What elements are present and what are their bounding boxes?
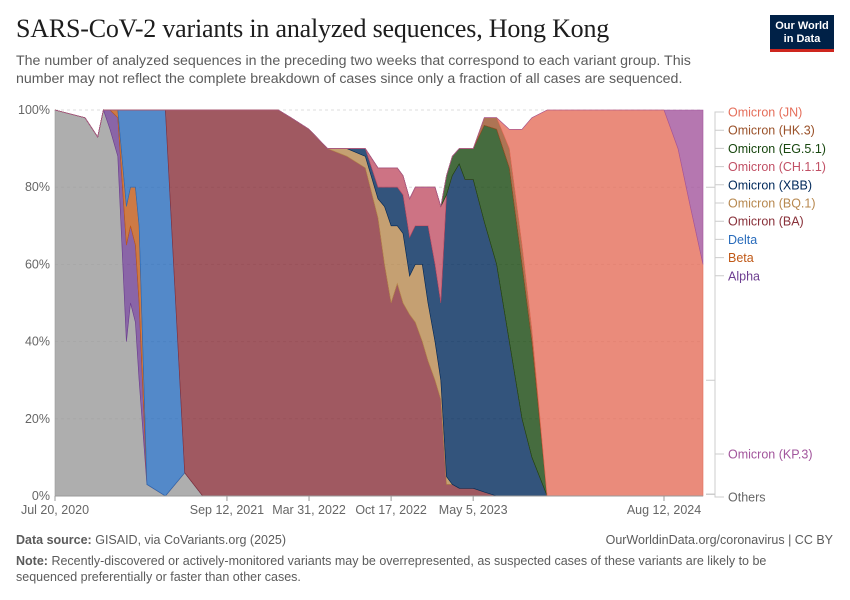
note-text: Recently-discovered or actively-monitore… [16, 554, 767, 584]
x-tick-label: Aug 12, 2024 [627, 503, 701, 517]
y-tick-label: 40% [25, 335, 50, 349]
chart-subtitle: The number of analyzed sequences in the … [16, 53, 691, 87]
legend-label[interactable]: Omicron (XBB) [728, 178, 812, 192]
data-source: Data source: GISAID, via CoVariants.org … [16, 533, 286, 547]
legend-label[interactable]: Others [728, 491, 766, 505]
legend-label[interactable]: Omicron (HK.3) [728, 124, 815, 138]
legend-connector [706, 186, 724, 455]
legend-label[interactable]: Omicron (KP.3) [728, 448, 813, 462]
y-tick-label: 100% [18, 103, 50, 117]
chart-title: SARS-CoV-2 variants in analyzed sequence… [16, 14, 610, 43]
area-omicron-kp-3[interactable] [54, 109, 704, 265]
legend: Others Alpha Beta Delta Omicron (BA) Omicron … [706, 106, 826, 505]
x-tick-label: May 5, 2023 [439, 503, 508, 517]
source-text[interactable]: GISAID, via CoVariants.org (2025) [95, 533, 287, 547]
legend-label[interactable]: Beta [728, 251, 754, 265]
y-tick-label: 60% [25, 257, 50, 271]
note-label: Note: [16, 554, 48, 568]
y-tick-label: 80% [25, 180, 50, 194]
y-axis-ticks: 0% 20% 40% 60% 80% 100% [18, 103, 50, 503]
owid-logo[interactable]: Our World in Data [770, 15, 834, 52]
legend-label[interactable]: Omicron (BA) [728, 215, 804, 229]
source-label: Data source: [16, 533, 92, 547]
logo-line-1: Our World [775, 20, 829, 32]
area-series [54, 108, 704, 497]
x-tick-label: Oct 17, 2022 [355, 503, 427, 517]
legend-label[interactable]: Omicron (EG.5.1) [728, 142, 826, 156]
legend-label[interactable]: Delta [728, 233, 757, 247]
legend-label[interactable]: Alpha [728, 269, 760, 283]
legend-label[interactable]: Omicron (CH.1.1) [728, 160, 826, 174]
logo-line-2: in Data [783, 33, 821, 45]
x-axis-ticks: Jul 20, 2020 Sep 12, 2021 Mar 31, 2022 Oct … [21, 495, 703, 517]
x-tick-label: Jul 20, 2020 [21, 503, 89, 517]
x-tick-label: Sep 12, 2021 [190, 503, 264, 517]
footer-note: Note: Recently-discovered or actively-mo… [16, 553, 816, 585]
footer-url[interactable]: OurWorldinData.org/coronavirus | CC BY [605, 533, 833, 547]
legend-label[interactable]: Omicron (BQ.1) [728, 197, 816, 211]
legend-label[interactable]: Omicron (JN) [728, 106, 802, 120]
y-tick-label: 0% [32, 489, 50, 503]
y-tick-label: 20% [25, 412, 50, 426]
x-tick-label: Mar 31, 2022 [272, 503, 346, 517]
